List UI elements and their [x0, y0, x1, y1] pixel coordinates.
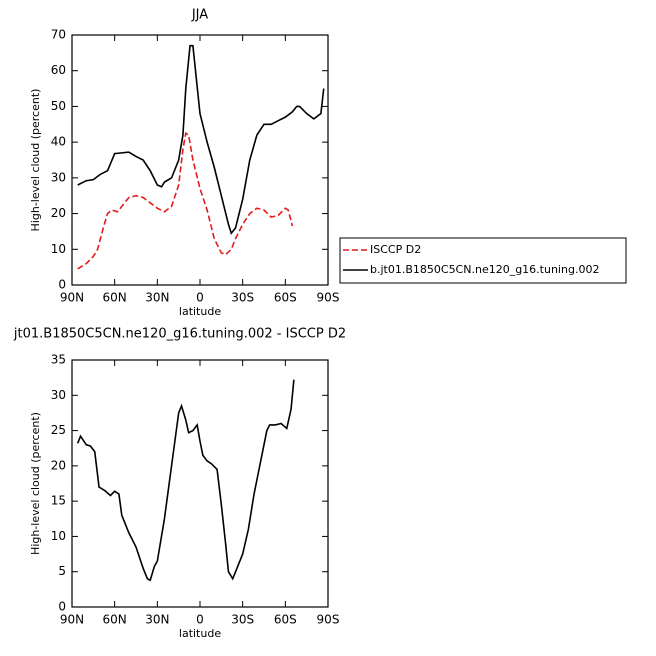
y-tick-label: 70 — [51, 28, 66, 42]
y-tick-label: 0 — [58, 600, 66, 614]
x-tick-label: 60S — [274, 291, 297, 305]
x-tick-label: 60S — [274, 613, 297, 627]
x-tick-label: 60N — [103, 613, 127, 627]
x-tick-label: 30N — [145, 613, 169, 627]
x-tick-label: 90S — [317, 291, 340, 305]
y-tick-label: 10 — [51, 529, 66, 543]
x-tick-label: 90N — [60, 613, 84, 627]
y-axis-label: High-level cloud (percent) — [29, 412, 42, 555]
y-tick-label: 30 — [51, 170, 66, 184]
legend-box — [339, 237, 627, 284]
x-axis-label: latitude — [179, 305, 221, 318]
x-tick-label: 0 — [196, 291, 204, 305]
x-tick-label: 90N — [60, 291, 84, 305]
plot-frame — [71, 359, 329, 608]
data-line — [77, 131, 294, 270]
legend-label: b.jt01.B1850C5CN.ne120_g16.tuning.002 — [370, 263, 599, 276]
x-tick-label: 60N — [103, 291, 127, 305]
x-tick-label: 0 — [196, 613, 204, 627]
x-tick-label: 30S — [231, 613, 254, 627]
chart-title: JJA — [191, 8, 208, 23]
data-line — [77, 44, 325, 235]
legend-label: ISCCP D2 — [370, 243, 421, 256]
y-tick-label: 60 — [51, 63, 66, 77]
y-tick-label: 10 — [51, 242, 66, 256]
chart-title: jt01.B1850C5CN.ne120_g16.tuning.002 - IS… — [13, 327, 346, 342]
y-tick-label: 0 — [58, 278, 66, 292]
y-tick-label: 20 — [51, 458, 66, 472]
y-tick-label: 15 — [51, 494, 66, 508]
x-tick-label: 30N — [145, 291, 169, 305]
data-line — [76, 379, 295, 582]
y-tick-label: 35 — [51, 353, 66, 367]
y-tick-label: 40 — [51, 135, 66, 149]
x-tick-label: 30S — [231, 291, 254, 305]
plot-frame — [71, 34, 329, 286]
y-axis-label: High-level cloud (percent) — [29, 89, 42, 232]
y-tick-label: 30 — [51, 388, 66, 402]
y-tick-label: 20 — [51, 206, 66, 220]
y-tick-label: 50 — [51, 99, 66, 113]
y-tick-label: 25 — [51, 423, 66, 437]
y-tick-label: 5 — [58, 564, 66, 578]
x-tick-label: 90S — [317, 613, 340, 627]
x-axis-label: latitude — [179, 627, 221, 640]
